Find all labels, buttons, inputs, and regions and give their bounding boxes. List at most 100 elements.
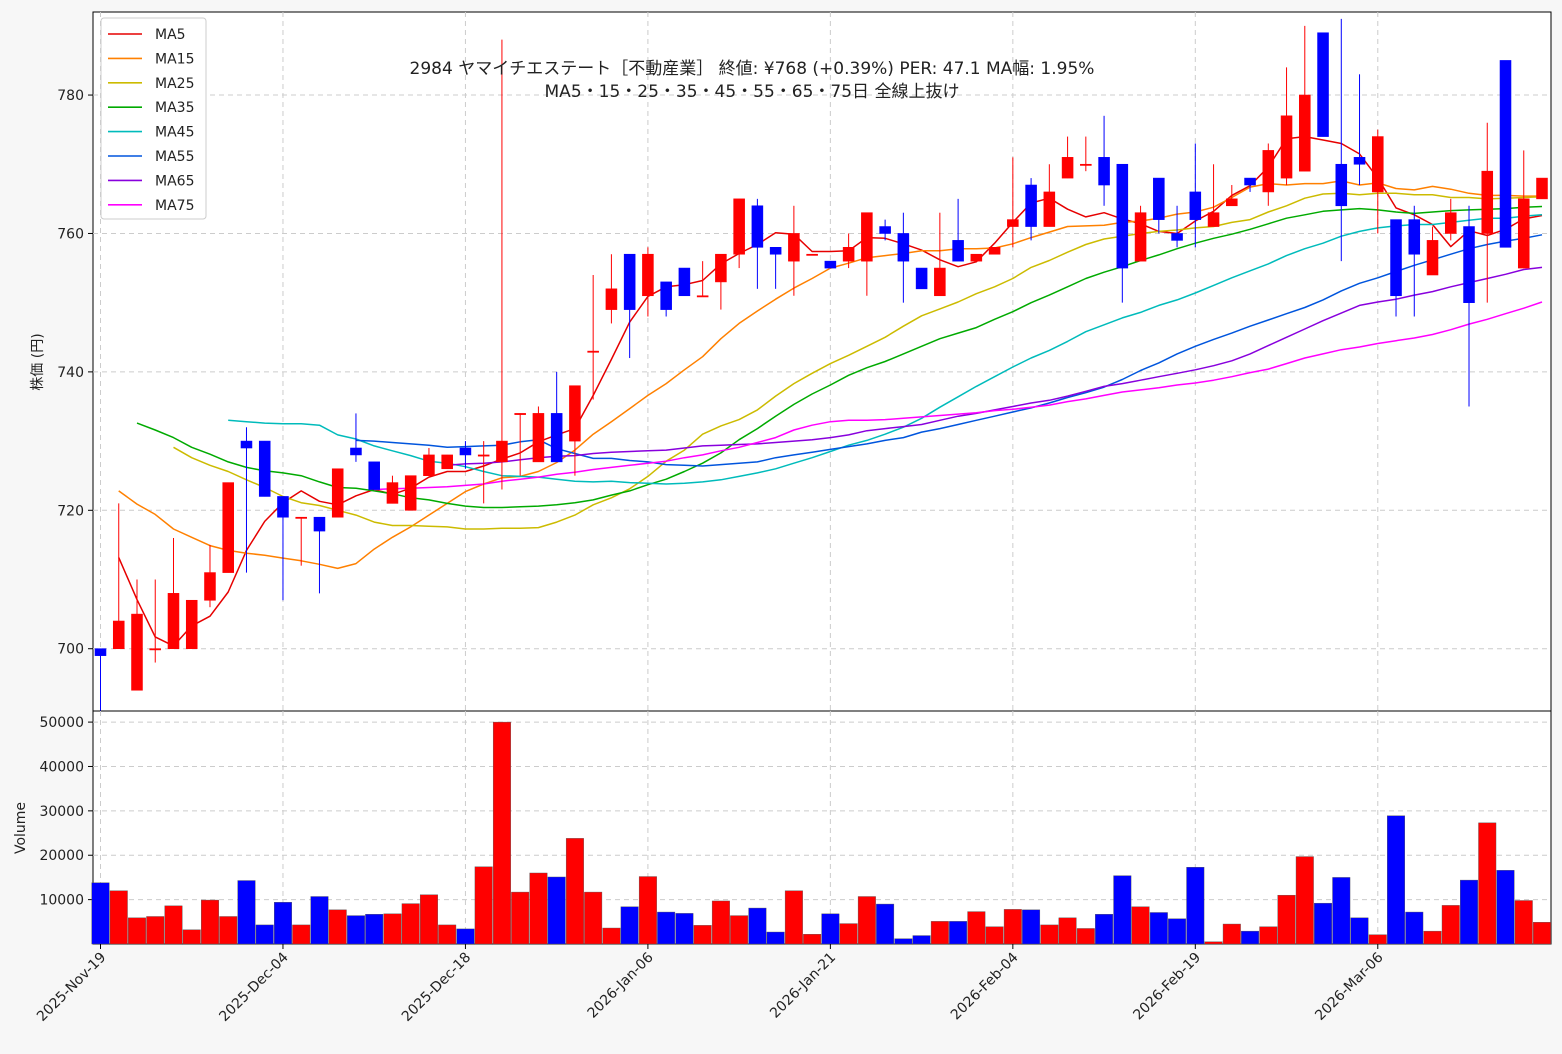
candle-body <box>605 288 618 310</box>
candle-body <box>915 267 928 290</box>
price-panel <box>92 11 1552 712</box>
volume-bar <box>766 931 785 945</box>
candle-body <box>496 440 508 463</box>
volume-bar <box>492 721 511 945</box>
volume-bar <box>146 916 165 945</box>
candle-body <box>623 253 636 310</box>
volume-bar <box>839 923 858 945</box>
volume-tick-label: 20000 <box>39 848 84 864</box>
candle-body <box>1408 219 1421 255</box>
candle-body <box>1353 157 1366 165</box>
volume-bar <box>1496 870 1515 945</box>
volume-bar <box>1441 905 1460 945</box>
volume-bar <box>949 921 968 945</box>
candle-body <box>788 233 800 262</box>
volume-bar <box>1314 902 1332 945</box>
volume-bar <box>1332 877 1351 945</box>
volume-bar <box>219 916 238 945</box>
candle-body <box>350 447 362 456</box>
volume-bar <box>857 896 876 945</box>
volume-bar <box>1095 914 1114 945</box>
volume-bar <box>109 890 128 945</box>
volume-bar <box>967 911 986 945</box>
chart-title-line1: 2984 ヤマイチエステート［不動産業］ 終値: ¥768 (+0.39%) P… <box>410 59 1095 79</box>
volume-bar <box>638 876 657 945</box>
candle-body <box>131 613 143 691</box>
ma-line-ma35 <box>136 205 1543 509</box>
candle-body <box>806 253 818 256</box>
volume-bar <box>328 909 347 945</box>
volume-bar <box>292 924 311 945</box>
candle-body <box>94 648 107 656</box>
legend-label-ma55: MA55 <box>155 149 194 165</box>
candle-body <box>1463 226 1475 303</box>
candle-body <box>441 454 453 470</box>
volume-y-axis-label: Volume <box>13 802 29 854</box>
volume-bar <box>1460 879 1478 945</box>
volume-bar <box>310 896 329 945</box>
volume-bar <box>930 921 949 945</box>
candle-body <box>1207 212 1220 227</box>
volume-bar <box>401 903 420 945</box>
price-tick-label: 740 <box>57 365 84 381</box>
candle-body <box>861 212 873 262</box>
price-tick-label: 700 <box>57 642 84 658</box>
volume-bar <box>255 924 274 945</box>
candle-body <box>897 233 910 262</box>
candle-body <box>532 413 545 463</box>
candle-body <box>331 468 344 518</box>
volume-bar <box>128 917 146 945</box>
candle-body <box>569 385 581 442</box>
volume-bar <box>657 911 676 945</box>
volume-bar <box>675 913 694 945</box>
candle-body <box>149 648 162 651</box>
candle-body <box>733 198 745 255</box>
candle-body <box>1226 198 1238 207</box>
legend-label-ma65: MA65 <box>155 173 194 189</box>
volume-bar <box>1131 906 1150 945</box>
volume-bar <box>1533 922 1551 945</box>
price-y-axis: 700 720 740 760 780 <box>57 88 93 658</box>
volume-bar <box>438 924 457 945</box>
legend-label-ma45: MA45 <box>155 125 194 141</box>
candle-body <box>1280 115 1293 179</box>
price-tick-label: 760 <box>57 226 84 242</box>
candle-body <box>1189 191 1202 220</box>
candle-body <box>167 593 180 650</box>
volume-bar <box>620 906 639 945</box>
volume-bar <box>803 934 822 945</box>
candle-body <box>423 454 435 476</box>
candle-body <box>952 240 964 262</box>
candle-body <box>112 620 125 650</box>
candle-body <box>185 599 198 650</box>
volume-bar <box>1003 909 1022 945</box>
candle-body <box>934 267 946 297</box>
candle-body <box>1517 198 1530 269</box>
volume-bar <box>730 915 749 945</box>
volume-bar <box>876 903 895 945</box>
candle-body <box>970 253 983 262</box>
chart-title-line2: MA5・15・25・35・45・55・65・75日 全線上抜け <box>545 82 960 102</box>
candle-body <box>751 205 764 248</box>
volume-bar <box>1277 894 1296 945</box>
candle-body <box>1299 94 1311 172</box>
candle-body <box>696 295 709 298</box>
candle-body <box>660 281 672 310</box>
volume-bar <box>182 929 201 945</box>
volume-bar <box>784 890 803 945</box>
volume-bar <box>474 866 493 945</box>
candle-body <box>1043 191 1056 227</box>
volume-bar <box>547 876 566 945</box>
volume-bar <box>1186 867 1205 945</box>
volume-bar <box>511 891 530 945</box>
volume-bar <box>419 894 438 945</box>
volume-bar <box>1222 923 1241 945</box>
volume-bar <box>1423 930 1442 945</box>
candle-body <box>715 253 727 283</box>
candle-body <box>824 260 837 269</box>
candle-body <box>842 247 855 262</box>
candle-body <box>477 454 490 457</box>
candle-body <box>204 572 216 601</box>
